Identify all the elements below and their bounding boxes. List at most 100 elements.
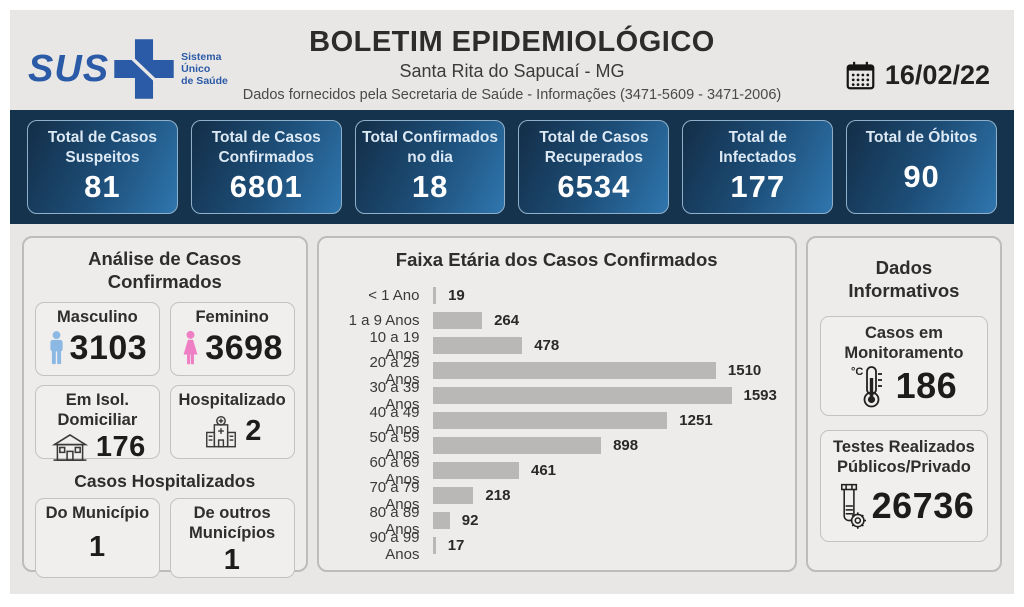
sus-logo: SUS Sistema Único de Saúde [28, 38, 228, 100]
chart-category-label: 40 a 49 Anos [369, 403, 420, 438]
chart-value-label: 478 [534, 337, 560, 355]
header: SUS Sistema Único de Saúde BOLETIM EPIDE… [10, 10, 1014, 110]
isolamento-label: Em Isol. Domiciliar [57, 391, 138, 430]
stat-label: Total de Casos Suspeitos [47, 129, 157, 166]
chart-bar [432, 337, 523, 355]
analysis-panel: Análise de Casos Confirmados Masculino [22, 236, 308, 579]
info-panel: Dados Informativos Casos em Monitorament… [805, 236, 1002, 572]
chart-bar [432, 287, 437, 305]
chart-row: 80 a 89 Anos 92 [337, 504, 777, 538]
chart-row: 50 a 59 Anos 898 [337, 429, 777, 463]
chart-category-label: 80 a 89 Anos [369, 503, 420, 538]
chart-bar-zone: 264 [432, 312, 777, 330]
chart-category-label: 20 a 29 Anos [369, 353, 420, 388]
chart-value-label: 17 [447, 537, 465, 555]
stat-label: Total de Infectados [718, 129, 797, 166]
report-date: 16/02/22 [884, 60, 990, 90]
chart-bar [432, 437, 602, 455]
chart-value-label: 461 [531, 462, 557, 480]
stat-card-confirmados: Total de Casos Confirmados 6801 [190, 120, 342, 214]
hospitalizado-card: Hospitalizado [169, 385, 295, 460]
hospitalizado-value: 2 [245, 414, 262, 447]
chart-bar-zone: 898 [432, 437, 777, 455]
chart-title: Faixa Etária dos Casos Confirmados [395, 249, 718, 270]
testes-value: 26736 [871, 485, 975, 527]
chart-bar [432, 487, 474, 505]
chart-category-label: < 1 Ano [368, 287, 420, 305]
municipio-value: 1 [89, 530, 106, 563]
testes-card: Testes Realizados Públicos/Privado [819, 430, 988, 543]
chart-bar-zone: 17 [432, 537, 777, 555]
chart-value-label: 898 [613, 437, 639, 455]
chart-value-label: 264 [494, 312, 520, 330]
chart-bar [432, 512, 450, 530]
stat-value: 18 [411, 169, 449, 205]
content-area: Análise de Casos Confirmados Masculino [10, 224, 1014, 594]
stat-card-confirmados-dia: Total Confirmados no dia 18 [354, 120, 506, 214]
chart-category-label: 90 a 99 Anos [369, 528, 420, 563]
chart-rows: < 1 Ano 19 1 a 9 Anos 264 10 a 19 Anos 478 20 … [337, 283, 777, 563]
hospitalized-cards-row: Do Município 1 De outros Municípios 1 [35, 498, 295, 579]
analysis-panel-title: Análise de Casos Confirmados [88, 248, 242, 293]
chart-value-label: 1510 [727, 362, 762, 380]
testtube-icon [834, 482, 867, 530]
stat-card-infectados: Total de Infectados 177 [682, 120, 834, 214]
chart-category-label: 1 a 9 Anos [348, 312, 420, 330]
thermometer-icon: °C [851, 364, 891, 408]
stat-card-obitos: Total de Óbitos 90 [846, 120, 997, 214]
chart-value-label: 218 [485, 487, 511, 505]
chart-bar-zone: 92 [432, 512, 777, 530]
chart-category-label: 50 a 59 Anos [369, 428, 420, 463]
isolamento-value: 176 [95, 430, 146, 463]
outros-municipios-card: De outros Municípios 1 [169, 498, 295, 579]
chart-row: 70 a 79 Anos 218 [337, 479, 777, 513]
chart-value-label: 92 [461, 512, 479, 530]
stat-label: Total de Casos Recuperados [539, 129, 649, 166]
chart-row: 90 a 99 Anos 17 [337, 529, 777, 563]
chart-row: < 1 Ano 19 [337, 283, 777, 308]
age-chart-panel: Faixa Etária dos Casos Confirmados < 1 A… [316, 236, 797, 572]
monitoramento-value: 186 [895, 365, 958, 407]
chart-bar [432, 537, 436, 555]
chart-bar-zone: 478 [432, 337, 777, 355]
masculino-card: Masculino 3103 [35, 302, 160, 377]
hospital-icon [202, 415, 240, 448]
bulletin-page: SUS Sistema Único de Saúde BOLETIM EPIDE… [10, 10, 1014, 594]
page-title: BOLETIM EPIDEMIOLÓGICO [309, 26, 715, 58]
svg-text:°C: °C [851, 366, 863, 378]
feminino-label: Feminino [195, 308, 269, 327]
isolation-cards-row: Em Isol. Domiciliar [35, 385, 295, 463]
info-panel-title: Dados Informativos [848, 257, 960, 302]
masculino-label: Masculino [57, 308, 138, 327]
chart-row: 30 a 39 Anos 1593 [337, 379, 777, 413]
masculino-value: 3103 [69, 328, 148, 367]
feminino-value: 3698 [205, 328, 283, 367]
sus-cross-icon [113, 38, 175, 100]
header-info-line: Dados fornecidos pela Secretaria de Saúd… [242, 87, 782, 103]
chart-row: 1 a 9 Anos 264 [337, 308, 777, 333]
chart-bar-zone: 461 [432, 462, 777, 480]
chart-category-label: 30 a 39 Anos [369, 378, 420, 413]
monitoramento-card: Casos em Monitoramento °C [819, 316, 988, 417]
chart-category-label: 10 a 19 Anos [369, 328, 420, 363]
chart-row: 40 a 49 Anos 1251 [337, 404, 777, 438]
header-titles: BOLETIM EPIDEMIOLÓGICO Santa Rita do Sap… [10, 26, 1014, 103]
sus-logo-text: SUS [28, 47, 110, 90]
outros-municipios-value: 1 [223, 543, 241, 576]
house-icon [49, 432, 91, 463]
stat-value: 90 [903, 159, 940, 195]
chart-bar [432, 362, 716, 380]
stat-value: 6801 [229, 169, 303, 205]
testes-label: Testes Realizados Públicos/Privado [833, 438, 975, 477]
gender-cards-row: Masculino 3103 [35, 302, 295, 377]
chart-value-label: 1593 [743, 387, 777, 405]
chart-bar-zone: 1251 [432, 412, 777, 430]
chart-bar [432, 312, 483, 330]
sus-logo-subtext: Sistema Único de Saúde [181, 50, 228, 88]
chart-value-label: 1251 [679, 412, 713, 430]
municipio-card: Do Município 1 [35, 498, 160, 579]
hospitalizados-heading: Casos Hospitalizados [74, 471, 256, 492]
male-icon [48, 330, 65, 366]
page-subtitle: Santa Rita do Sapucaí - MG [399, 61, 625, 81]
outros-municipios-label: De outros Municípios [189, 504, 276, 543]
